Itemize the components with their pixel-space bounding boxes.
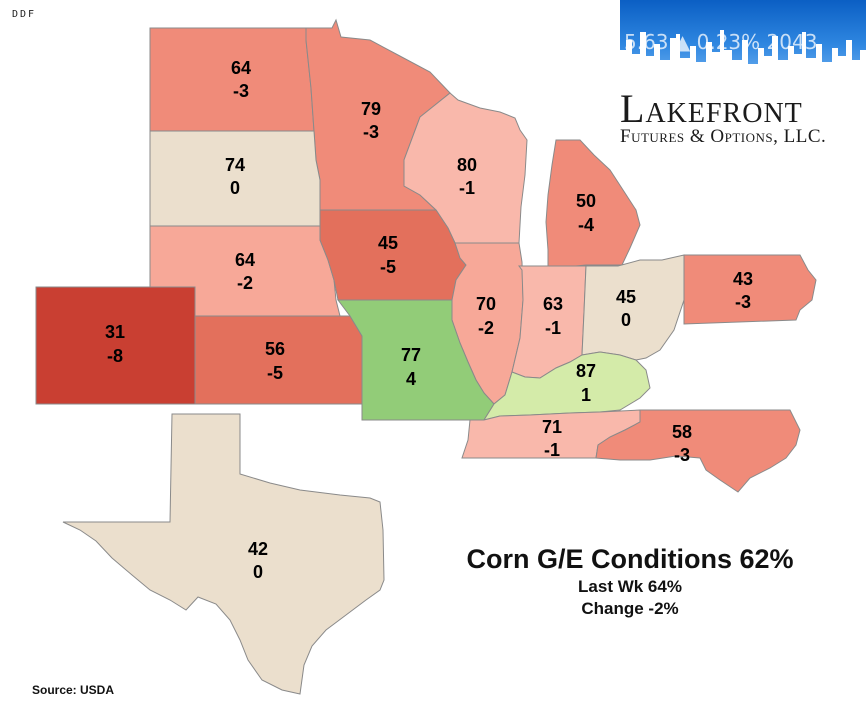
state-label-tennessee: 71 -1 xyxy=(542,417,562,460)
state-change: -5 xyxy=(267,363,283,383)
state-value: 63 xyxy=(543,294,563,314)
state-label-indiana: 63 -1 xyxy=(543,294,563,338)
state-change: 0 xyxy=(621,310,631,330)
state-change: -5 xyxy=(380,257,396,277)
state-change: -3 xyxy=(735,292,751,312)
state-label-north-carolina: 58 -3 xyxy=(672,422,692,465)
state-change: -3 xyxy=(233,81,249,101)
state-value: 45 xyxy=(378,233,398,253)
state-label-illinois: 70 -2 xyxy=(476,294,496,338)
state-value: 64 xyxy=(235,250,255,270)
state-texas xyxy=(62,413,385,695)
state-change: -8 xyxy=(107,346,123,366)
corn-summary: Corn G/E Conditions 62% Last Wk 64% Chan… xyxy=(440,544,820,619)
logo-company-subtitle: Futures & Options, LLC. xyxy=(620,126,827,147)
source-note: Source: USDA xyxy=(32,683,115,697)
state-value: 80 xyxy=(457,155,477,175)
state-value: 77 xyxy=(401,345,421,365)
lakefront-logo: 5.63 ▲ 0.23% 2043 Lakefront Futures & Op… xyxy=(616,0,866,152)
state-change: -3 xyxy=(363,122,379,142)
state-iowa xyxy=(319,209,467,301)
state-change: 1 xyxy=(581,385,591,405)
state-label-ohio: 45 0 xyxy=(616,287,636,330)
state-change: -3 xyxy=(674,445,690,465)
state-value: 56 xyxy=(265,339,285,359)
state-change: -2 xyxy=(478,318,494,338)
logo-company-name: Lakefront xyxy=(620,86,803,131)
summary-last-week: Last Wk 64% xyxy=(578,577,682,596)
logo-banner: 5.63 ▲ 0.23% 2043 xyxy=(620,0,866,80)
state-value: 74 xyxy=(225,155,245,175)
state-change: 0 xyxy=(253,562,263,582)
state-value: 50 xyxy=(576,191,596,211)
state-label-texas: 42 0 xyxy=(248,539,268,582)
state-value: 45 xyxy=(616,287,636,307)
state-wisconsin xyxy=(403,92,528,244)
state-pennsylvania xyxy=(683,254,817,325)
state-label-nebraska: 64 -2 xyxy=(235,250,255,293)
state-value: 64 xyxy=(231,58,251,78)
state-label-north-dakota: 64 -3 xyxy=(231,58,251,101)
summary-change: Change -2% xyxy=(581,599,679,618)
state-label-kansas: 56 -5 xyxy=(265,339,285,383)
state-label-pennsylvania: 43 -3 xyxy=(733,269,753,312)
state-value: 71 xyxy=(542,417,562,437)
state-value: 31 xyxy=(105,322,125,342)
state-label-minnesota: 79 -3 xyxy=(361,99,381,142)
state-label-south-dakota: 74 0 xyxy=(225,155,245,198)
state-change: -4 xyxy=(578,215,594,235)
state-north-dakota xyxy=(149,27,315,132)
state-value: 87 xyxy=(576,361,596,381)
corner-mark: DDF xyxy=(12,9,37,20)
state-label-kentucky: 87 1 xyxy=(576,361,596,405)
state-ohio xyxy=(581,254,685,361)
state-label-iowa: 45 -5 xyxy=(378,233,398,277)
state-label-colorado: 31 -8 xyxy=(105,322,125,366)
state-change: -1 xyxy=(459,178,475,198)
state-change: -1 xyxy=(544,440,560,460)
state-label-michigan: 50 -4 xyxy=(576,191,596,235)
state-value: 42 xyxy=(248,539,268,559)
state-change: 4 xyxy=(406,369,416,389)
summary-title: Corn G/E Conditions 62% xyxy=(466,544,794,574)
skyline-icon xyxy=(620,30,866,80)
state-value: 58 xyxy=(672,422,692,442)
state-value: 43 xyxy=(733,269,753,289)
state-value: 70 xyxy=(476,294,496,314)
state-label-missouri: 77 4 xyxy=(401,345,421,389)
state-change: 0 xyxy=(230,178,240,198)
state-kansas xyxy=(194,315,363,405)
state-north-carolina xyxy=(595,409,801,493)
state-value: 79 xyxy=(361,99,381,119)
state-change: -2 xyxy=(237,273,253,293)
state-label-wisconsin: 80 -1 xyxy=(457,155,477,198)
state-change: -1 xyxy=(545,318,561,338)
